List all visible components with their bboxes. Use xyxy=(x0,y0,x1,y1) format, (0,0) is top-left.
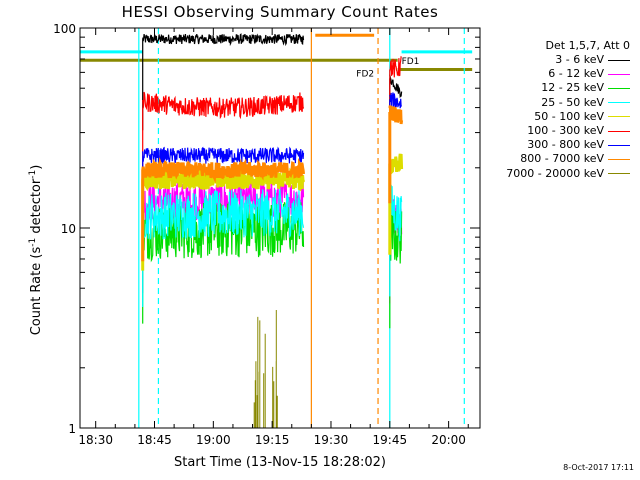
legend-title: Det 1,5,7, Att 0 xyxy=(545,39,630,52)
legend-entry: 300 - 800 keV xyxy=(484,138,636,152)
x-tick-label: 19:45 xyxy=(373,433,408,447)
y-axis-label: Count Rate (s-1 detector-1) xyxy=(27,164,45,336)
legend-label: 300 - 800 keV xyxy=(527,138,604,152)
legend-swatch xyxy=(608,130,630,132)
legend-swatch xyxy=(608,102,630,104)
x-tick-label: 19:00 xyxy=(196,433,231,447)
y-tick-label: 100 xyxy=(53,22,76,36)
y-tick-label: 10 xyxy=(61,222,76,236)
legend-entry: 6 - 12 keV xyxy=(484,67,636,81)
x-tick-label: 19:30 xyxy=(314,433,349,447)
legend-label: 6 - 12 keV xyxy=(548,67,604,81)
x-tick-label: 18:45 xyxy=(137,433,172,447)
flag-annotation: FD2 xyxy=(356,69,374,79)
legend-label: 800 - 7000 keV xyxy=(520,152,604,166)
y-tick-label: 1 xyxy=(68,422,76,436)
legend-swatch xyxy=(608,144,630,146)
x-tick-label: 19:15 xyxy=(255,433,290,447)
legend-entry: 3 - 6 keV xyxy=(484,53,636,67)
legend-swatch xyxy=(608,59,630,61)
legend-swatch xyxy=(608,173,630,175)
plot-area xyxy=(80,28,473,428)
legend-label: 25 - 50 keV xyxy=(541,95,604,109)
legend-entry: 50 - 100 keV xyxy=(484,110,636,124)
legend-label: 3 - 6 keV xyxy=(555,53,604,67)
legend: Det 1,5,7, Att 0 3 - 6 keV 6 - 12 keV 12 -… xyxy=(484,39,636,181)
legend-entry: 100 - 300 keV xyxy=(484,124,636,138)
legend-label: 50 - 100 keV xyxy=(534,109,604,123)
series-line xyxy=(142,33,305,131)
legend-entry: 25 - 50 keV xyxy=(484,96,636,110)
legend-swatch xyxy=(608,87,630,89)
series-line xyxy=(253,310,278,428)
legend-swatch xyxy=(608,116,630,118)
series-line xyxy=(141,156,305,262)
x-tick-label: 20:00 xyxy=(431,433,466,447)
chart-title: HESSI Observing Summary Count Rates xyxy=(121,3,439,21)
legend-swatch xyxy=(608,73,630,75)
series-line xyxy=(388,105,404,204)
x-tick-label: 18:30 xyxy=(78,433,113,447)
date-stamp: 8-Oct-2017 17:11 xyxy=(563,463,634,472)
x-axis-label: Start Time (13-Nov-15 18:28:02) xyxy=(174,455,386,470)
legend-entry: 800 - 7000 keV xyxy=(484,152,636,166)
legend-entry: 12 - 25 keV xyxy=(484,81,636,95)
legend-swatch xyxy=(608,158,630,160)
legend-entry: 7000 - 20000 keV xyxy=(484,167,636,181)
flag-annotation: FD1 xyxy=(402,57,420,67)
legend-label: 7000 - 20000 keV xyxy=(506,166,604,180)
legend-label: 12 - 25 keV xyxy=(541,81,604,95)
legend-label: 100 - 300 keV xyxy=(527,124,604,138)
